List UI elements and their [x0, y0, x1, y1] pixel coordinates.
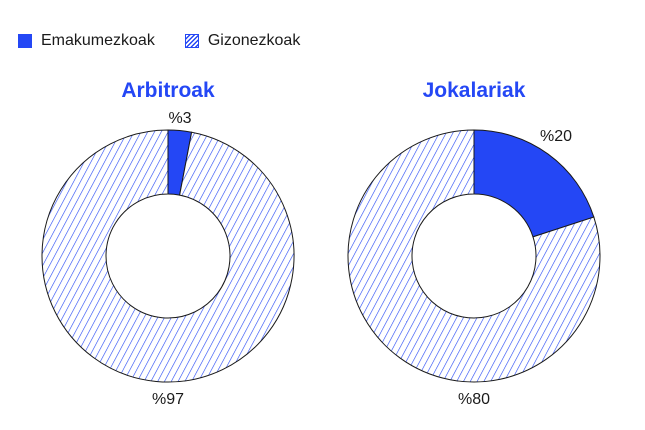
slice-label-arbitroak-women: %3 — [168, 110, 191, 127]
donut-chart-arbitroak: Arbitroak %3 %97 — [41, 79, 295, 408]
legend-label-men: Gizonezkoak — [207, 32, 301, 49]
legend-swatch-men — [184, 34, 199, 48]
slice-jokalariak-men — [347, 129, 601, 383]
slice-label-jokalariak-women: %20 — [540, 128, 572, 145]
chart-title-arbitroak: Arbitroak — [121, 79, 215, 102]
donut-chart-jokalariak: Jokalariak %20 %80 — [347, 79, 601, 408]
legend-label-women: Emakumezkoak — [41, 32, 155, 49]
legend-item-men: Gizonezkoak — [184, 32, 301, 50]
slice-label-arbitroak-men: %97 — [152, 391, 184, 408]
slice-label-jokalariak-men: %80 — [458, 391, 490, 408]
legend-swatch-women — [18, 34, 32, 48]
slice-jokalariak-women — [473, 129, 595, 238]
slice-arbitroak-men — [41, 129, 295, 383]
chart-title-jokalariak: Jokalariak — [423, 79, 526, 102]
legend-item-women: Emakumezkoak — [18, 32, 155, 50]
chart-legend: Emakumezkoak Gizonezkoak — [18, 30, 300, 52]
